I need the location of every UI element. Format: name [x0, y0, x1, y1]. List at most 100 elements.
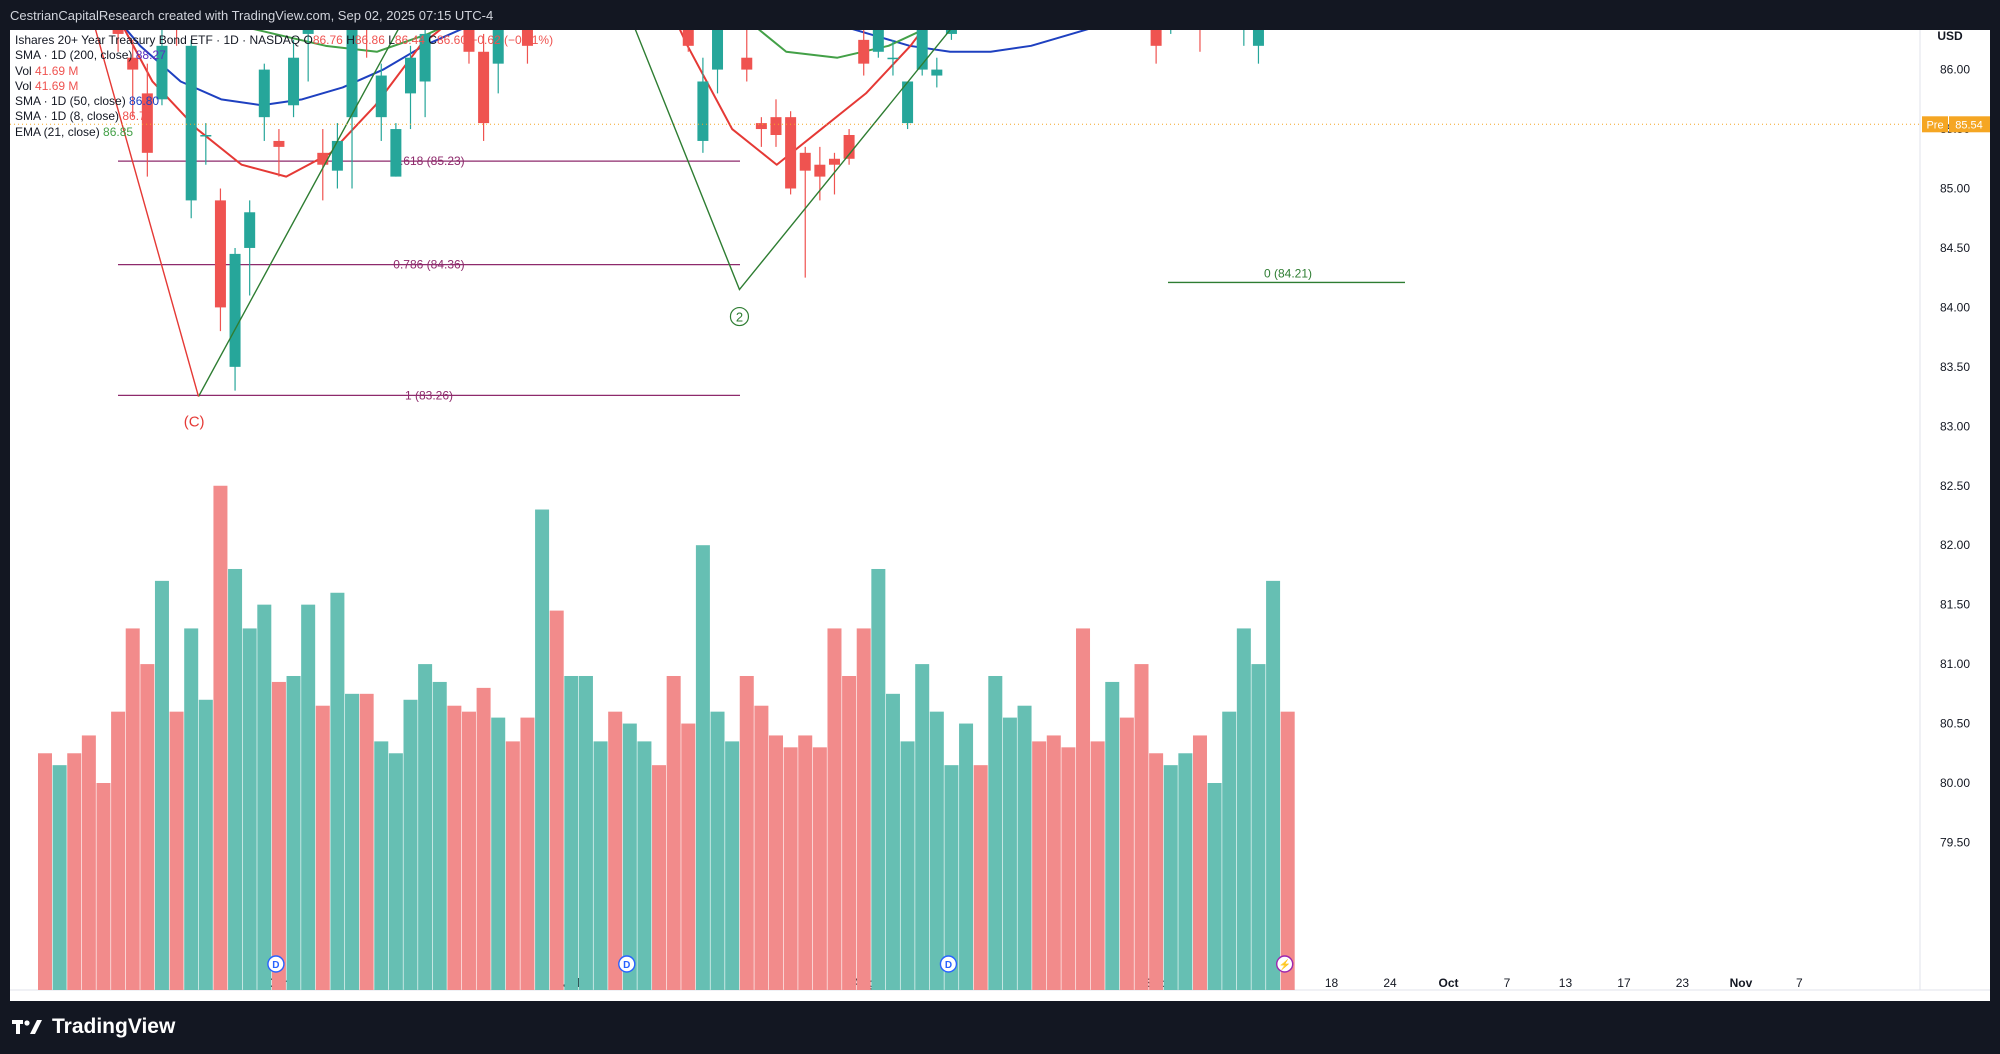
candle-body[interactable] [1150, 4, 1162, 46]
candle-body[interactable] [916, 22, 928, 70]
volume-bar [125, 628, 140, 990]
volume-bar [827, 628, 842, 990]
legend-ema21[interactable]: EMA (21, close) 86.85 [15, 125, 553, 140]
price-tick-label: 82.00 [1940, 538, 1970, 552]
dividend-marker[interactable] [267, 955, 285, 973]
candle-body[interactable] [214, 200, 226, 308]
earnings-marker[interactable] [1275, 955, 1294, 973]
candle-body[interactable] [229, 253, 241, 367]
time-tick-label: 7 [1504, 976, 1511, 990]
candle-body[interactable] [317, 152, 329, 165]
candle-body[interactable] [492, 16, 504, 64]
tradingview-logo[interactable]: TradingView [12, 1015, 175, 1039]
attribution-bar: CestrianCapitalResearch created with Tra… [0, 0, 2000, 30]
volume-bar [637, 741, 652, 990]
candle-body[interactable] [828, 158, 840, 165]
time-tick-label: Oct [1439, 976, 1459, 990]
candle-body[interactable] [156, 45, 168, 100]
dividend-marker[interactable] [618, 955, 636, 973]
candle-body[interactable] [741, 57, 753, 70]
candle-body[interactable] [931, 69, 943, 76]
candle-body[interactable] [858, 39, 870, 64]
candle-body[interactable] [463, 16, 475, 52]
time-tick-label: 23 [1676, 976, 1690, 990]
sma8-line[interactable] [19, 0, 1268, 178]
price-tick-label: 81.50 [1940, 598, 1970, 612]
legend-vol-2-value: 41.69 M [35, 78, 79, 93]
candle-body[interactable] [712, 0, 724, 70]
candle-body[interactable] [843, 134, 855, 159]
candle-body[interactable] [697, 81, 709, 141]
sma50-line[interactable] [19, 0, 1274, 107]
legend-vol-2[interactable]: Vol 41.69 M [15, 79, 553, 94]
volume-bar [915, 664, 930, 990]
wave-c-leg[interactable] [10, 0, 200, 397]
candle-body[interactable] [141, 93, 153, 153]
candle-body[interactable] [872, 4, 884, 52]
candle-body[interactable] [200, 134, 212, 137]
dividend-marker-label: D [272, 960, 279, 971]
legend-sma200-label: SMA · 1D (200, close) [15, 48, 133, 63]
volume-bar [154, 580, 169, 990]
candle-body[interactable] [273, 140, 285, 147]
dividend-marker[interactable] [939, 955, 958, 973]
price-tick-label: 80.50 [1940, 717, 1970, 731]
volume-bar [1105, 681, 1120, 990]
candle-body[interactable] [244, 212, 256, 248]
volume-bar [476, 687, 491, 990]
candle-body[interactable] [1252, 0, 1264, 46]
price-tick-label: 86.00 [1940, 63, 1970, 77]
volume-bar [271, 681, 286, 990]
candle-body[interactable] [682, 0, 694, 46]
volume-bar [52, 765, 67, 990]
legend-sma200[interactable]: SMA · 1D (200, close) 88.27 [15, 48, 553, 63]
volume-bar [301, 604, 316, 990]
volume-bar [885, 693, 900, 990]
candle-body[interactable] [375, 75, 387, 118]
candle-body[interactable] [185, 45, 197, 201]
price-tick-label: 83.00 [1940, 419, 1970, 433]
candle-body[interactable] [785, 117, 797, 189]
candle-body[interactable] [755, 123, 767, 130]
price-tag-label-bg [1922, 116, 1948, 133]
volume-bar [96, 783, 111, 990]
time-tick-label: Nov [1730, 976, 1753, 990]
volume-bar [81, 735, 96, 990]
candle-body[interactable] [814, 164, 826, 177]
legend-vol-1-label: Vol [15, 63, 32, 78]
volume-bar [754, 705, 769, 990]
candle-body[interactable] [887, 57, 899, 60]
legend-sma8[interactable]: SMA · 1D (8, close) 86.79 [15, 109, 553, 124]
candle-body[interactable] [258, 69, 270, 118]
candle-body[interactable] [390, 129, 402, 177]
candle-body[interactable] [902, 81, 914, 124]
volume-bar [1236, 628, 1251, 990]
legend-vol-1[interactable]: Vol 41.69 M [15, 64, 553, 79]
legend-h-value: 86.86 [354, 33, 385, 47]
candle-body[interactable] [288, 57, 300, 106]
volume-bar [1207, 783, 1222, 990]
price-tick-label: 79.50 [1940, 835, 1970, 849]
volume-bar [710, 711, 725, 990]
candle-body[interactable] [799, 152, 811, 171]
legend-sma50[interactable]: SMA · 1D (50, close) 86.80 [15, 94, 553, 109]
price-chart[interactable]: USD91.0090.5090.0089.5089.0088.5088.0087… [10, 0, 1990, 1001]
chart-panel[interactable]: USD91.0090.5090.0089.5089.0088.5088.0087… [10, 0, 1990, 1001]
candle-body[interactable] [346, 4, 358, 118]
candle-body[interactable] [770, 117, 782, 135]
candle-body[interactable] [419, 33, 431, 82]
volume-bar [1076, 628, 1091, 990]
volume-bar [578, 675, 593, 990]
candle-body[interactable] [127, 57, 139, 70]
legend-title-line: Ishares 20+ Year Treasury Bond ETF · 1D … [15, 33, 553, 48]
price-tick-label: 82.50 [1940, 479, 1970, 493]
earnings-marker-label: ⚡ [1278, 958, 1290, 971]
volume-bar [900, 741, 915, 990]
volume-bar [622, 723, 637, 990]
volume-bar [695, 545, 710, 990]
volume-bar [67, 753, 82, 990]
candle-body[interactable] [405, 57, 416, 94]
volume-bar [228, 568, 243, 990]
candle-body[interactable] [331, 140, 343, 171]
candle-body[interactable] [478, 51, 490, 124]
